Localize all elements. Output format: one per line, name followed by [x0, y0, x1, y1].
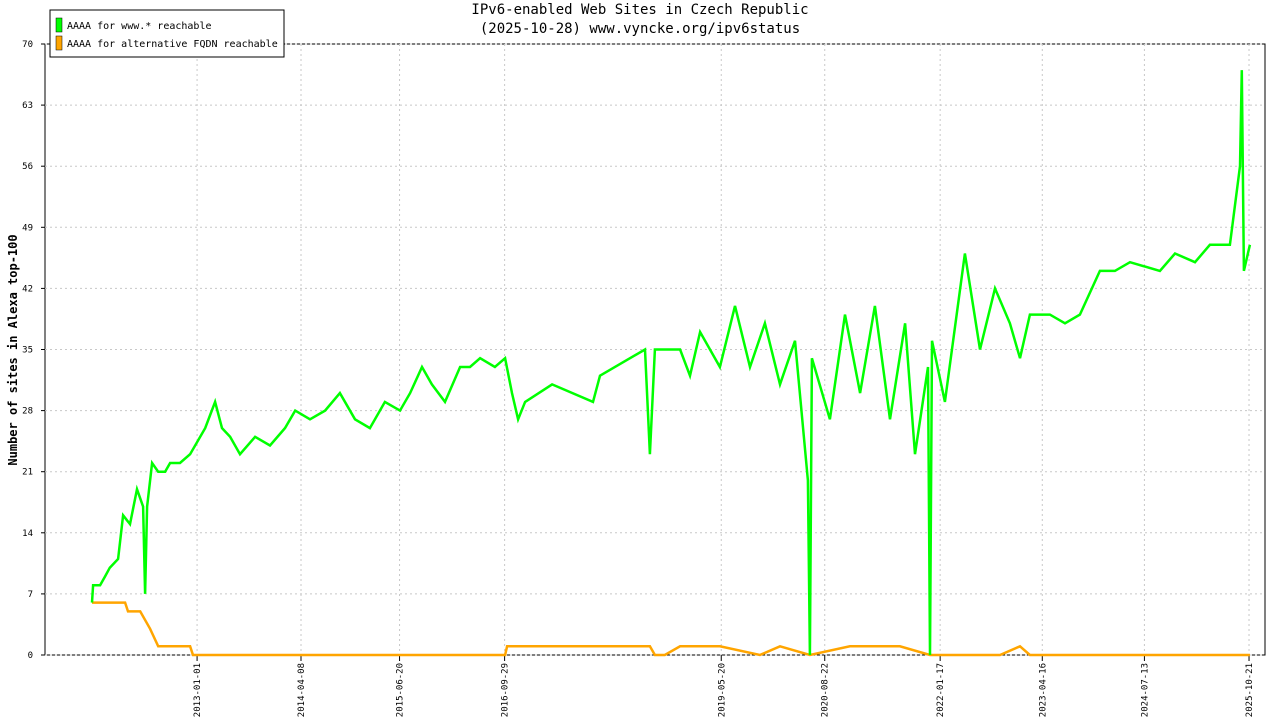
series-line [90, 70, 1252, 656]
legend-label: AAAA for alternative FQDN reachable [67, 39, 278, 50]
x-tick-label: 2019-05-20 [717, 663, 727, 717]
y-tick-label: 56 [22, 162, 33, 172]
x-tick-label: 2022-01-17 [936, 663, 946, 717]
legend-box [49, 9, 285, 58]
legend-swatch [55, 35, 63, 51]
y-tick-label: 49 [22, 223, 33, 233]
x-tick-label: 2016-09-29 [501, 663, 511, 717]
chart-title: IPv6-enabled Web Sites in Czech Republic [471, 2, 808, 18]
x-tick-label: 2015-06-20 [396, 663, 406, 717]
y-tick-label: 7 [28, 590, 33, 600]
x-tick-label: 2025-10-21 [1245, 663, 1255, 717]
y-tick-label: 28 [22, 407, 33, 417]
x-tick-label: 2023-04-16 [1038, 663, 1048, 717]
y-tick-label: 42 [22, 284, 33, 294]
y-tick-label: 70 [22, 40, 33, 50]
x-tick-label: 2020-08-22 [821, 663, 831, 717]
chart-subtitle: (2025-10-28) www.vyncke.org/ipv6status [480, 21, 800, 37]
legend-label: AAAA for www.* reachable [67, 21, 212, 32]
y-tick-label: 35 [22, 346, 33, 356]
x-tick-label: 2013-01-01 [193, 663, 203, 717]
y-tick-label: 14 [22, 529, 33, 539]
y-axis-label: Number of sites in Alexa top-100 [6, 234, 20, 465]
y-tick-label: 0 [28, 651, 33, 661]
x-tick-label: 2014-04-08 [297, 663, 307, 717]
legend-swatch [55, 17, 63, 33]
x-tick-label: 2024-07-13 [1140, 663, 1150, 717]
y-tick-label: 63 [22, 101, 33, 111]
y-tick-label: 21 [22, 468, 33, 478]
